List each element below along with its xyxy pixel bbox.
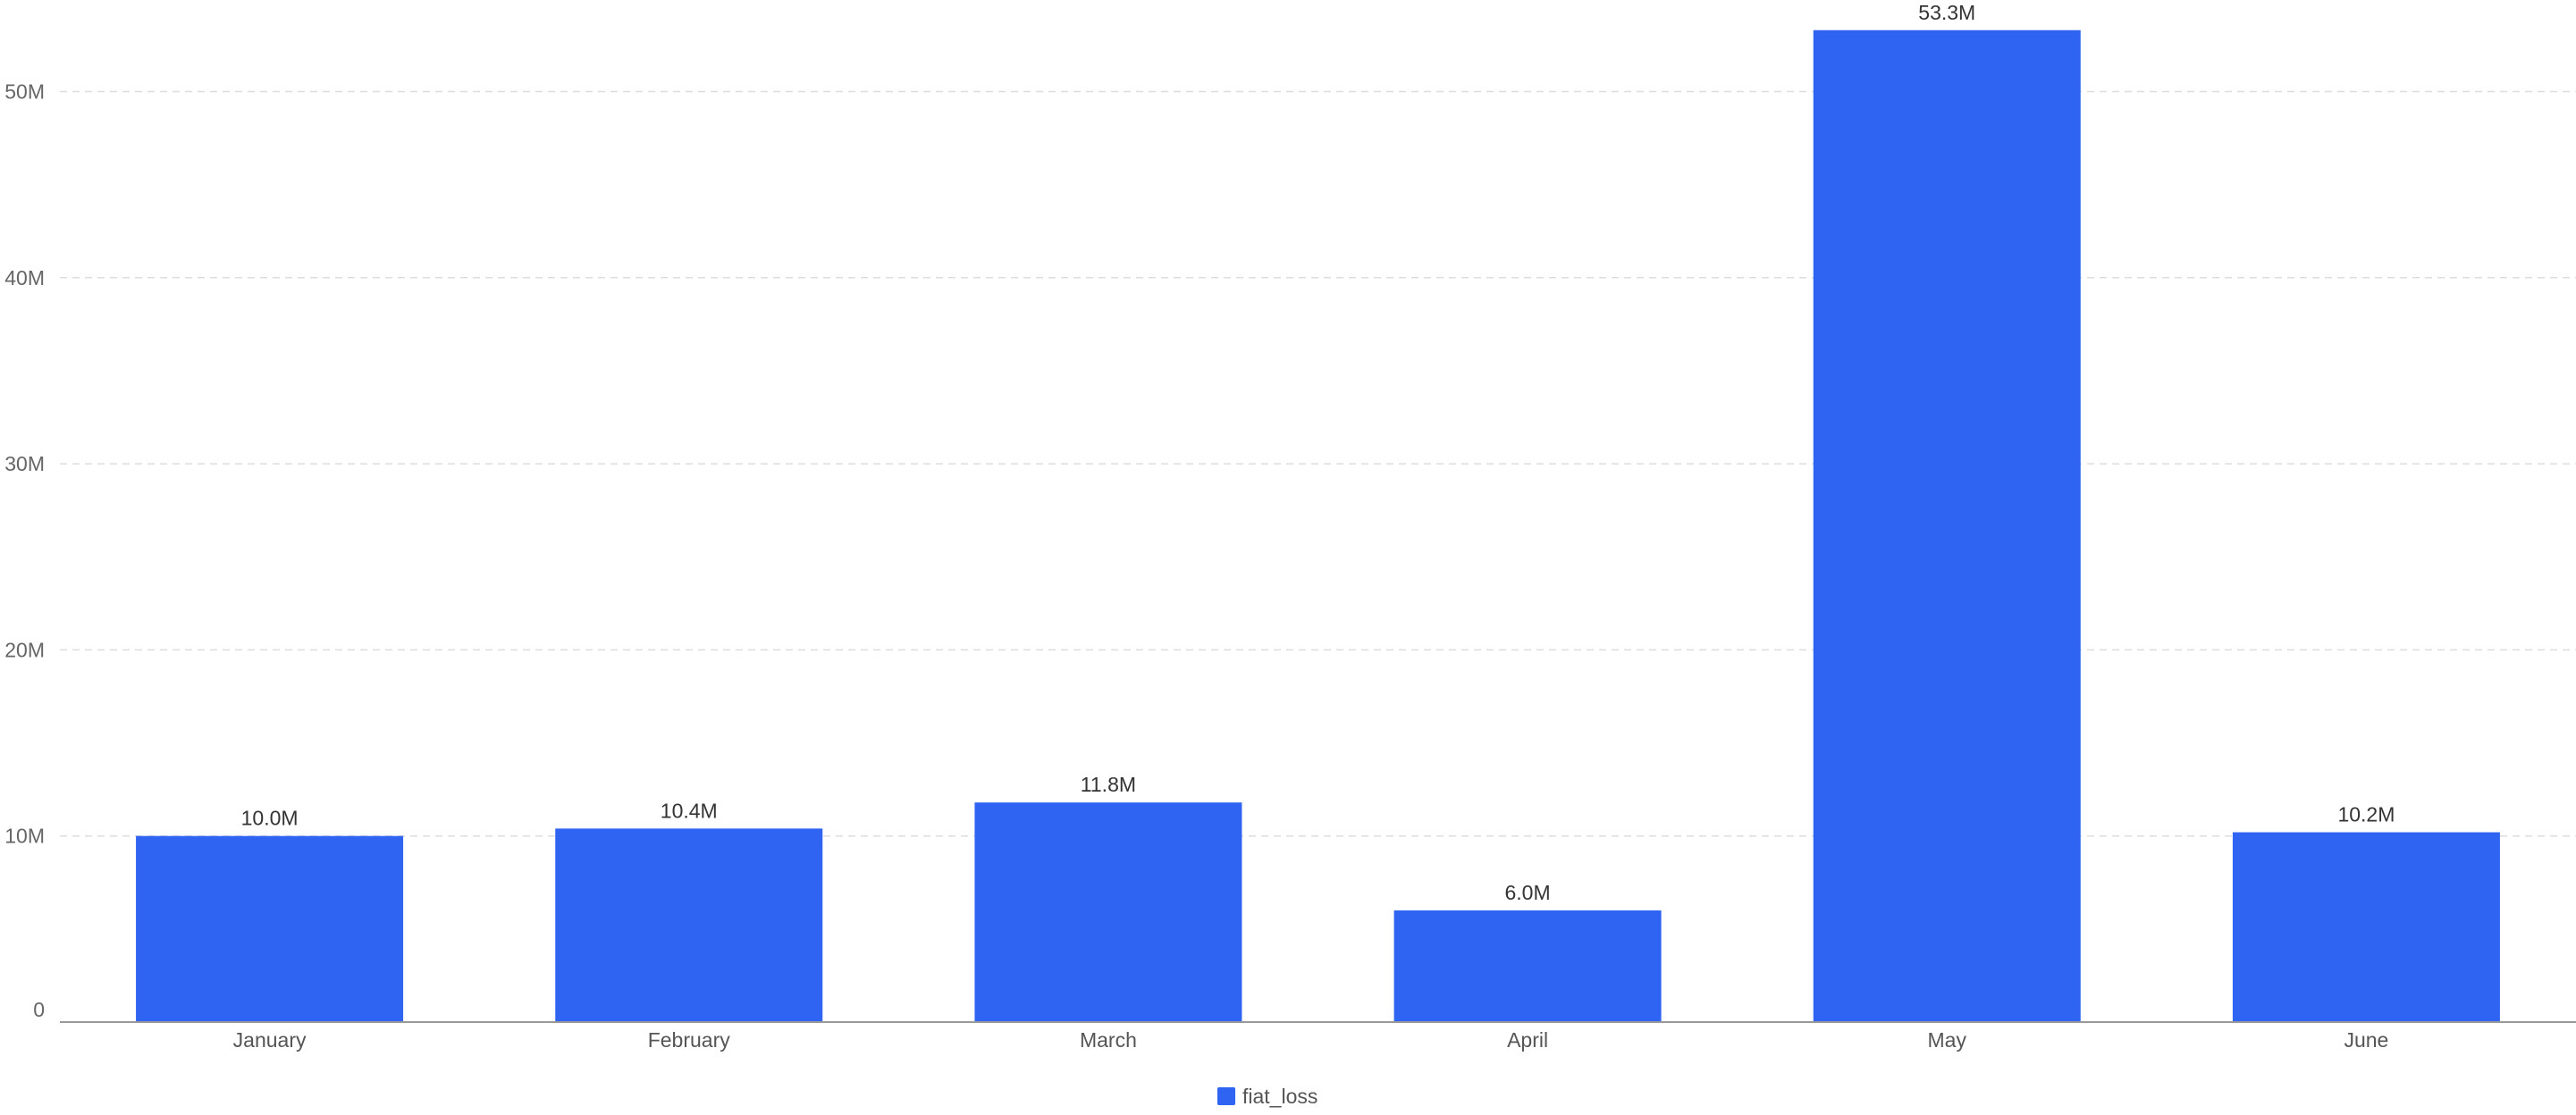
legend[interactable]: fiat_loss — [1217, 1085, 1317, 1108]
x-tick-label: May — [1928, 1028, 1967, 1052]
bars — [136, 29, 2500, 1023]
bar-june[interactable] — [2232, 832, 2500, 1022]
x-tick-label: March — [1080, 1028, 1137, 1052]
x-axis-ticks: January February March April May June — [233, 1028, 2389, 1052]
data-label: 10.2M — [2337, 803, 2395, 826]
y-tick-label: 40M — [4, 266, 45, 289]
bar-february[interactable] — [555, 828, 823, 1022]
grid-lines — [60, 90, 2576, 837]
data-label: 10.0M — [241, 807, 299, 830]
data-label: 11.8M — [1081, 773, 1136, 796]
y-tick-label: 10M — [4, 825, 45, 848]
legend-label[interactable]: fiat_loss — [1242, 1085, 1317, 1108]
x-tick-label: January — [233, 1028, 307, 1052]
y-tick-label: 0 — [33, 998, 45, 1021]
data-label: 6.0M — [1505, 881, 1551, 904]
x-tick-label: April — [1507, 1028, 1548, 1052]
bar-march[interactable] — [974, 802, 1242, 1022]
y-tick-label: 30M — [4, 452, 45, 475]
bar-may[interactable] — [1813, 29, 2081, 1023]
legend-swatch[interactable] — [1217, 1087, 1235, 1105]
y-axis-ticks: 0 10M 20M 30M 40M 50M — [4, 80, 45, 1022]
y-tick-label: 50M — [4, 80, 45, 104]
data-label: 53.3M — [1918, 1, 1975, 24]
x-tick-label: June — [2344, 1028, 2388, 1052]
data-label: 10.4M — [661, 799, 718, 822]
x-tick-label: February — [648, 1028, 731, 1052]
bar-april[interactable] — [1393, 910, 1662, 1022]
y-tick-label: 20M — [4, 638, 45, 661]
data-labels: 10.0M 10.4M 11.8M 6.0M 53.3M 10.2M — [241, 1, 2395, 904]
bar-january[interactable] — [136, 835, 404, 1022]
